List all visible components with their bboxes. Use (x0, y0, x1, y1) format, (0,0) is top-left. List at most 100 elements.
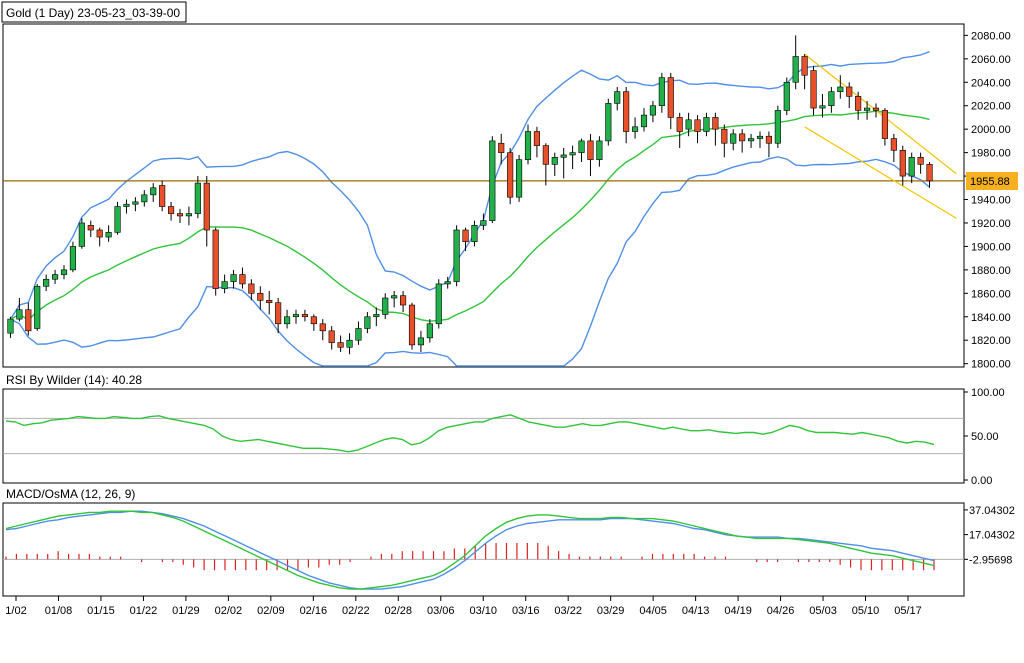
candle-body (712, 117, 719, 130)
candle-body (881, 110, 888, 139)
candle-body (730, 133, 737, 144)
candle-body (141, 194, 148, 203)
candle-body (373, 314, 380, 318)
date-tick-label: 05/10 (852, 605, 880, 617)
candle-body (194, 182, 201, 214)
candle-body (685, 119, 692, 130)
date-tick-label: 02/16 (300, 605, 328, 617)
date-tick-label: 05/03 (809, 605, 837, 617)
candle-body (507, 152, 514, 198)
candle-body (60, 269, 68, 275)
candle-body (739, 133, 746, 142)
date-tick-label: 03/06 (427, 605, 455, 617)
date-tick-label: 02/28 (385, 605, 413, 617)
rsi-panel-title: RSI By Wilder (14): 40.28 (6, 373, 142, 387)
candle-body (551, 157, 558, 165)
candle-body (498, 142, 505, 153)
candle-body (471, 225, 478, 243)
candle-body (855, 96, 862, 111)
candle-body (382, 297, 389, 315)
candle-body (667, 77, 674, 118)
date-tick-label: 04/05 (639, 605, 667, 617)
candle-body (578, 140, 585, 153)
candle-body (890, 138, 897, 151)
candle-body (632, 126, 639, 132)
candle-body (337, 342, 344, 348)
candle-body (453, 229, 460, 282)
candle-body (230, 274, 237, 282)
price-y-tick-label: 1980.00 (971, 148, 1011, 160)
candle-body (658, 77, 665, 107)
candle-body (542, 145, 549, 165)
candle-body (69, 246, 76, 271)
date-tick-label: 04/26 (767, 605, 795, 617)
price-y-tick-label: 1860.00 (971, 288, 1011, 300)
candle-body (25, 309, 32, 332)
candle-body (364, 316, 371, 329)
candle-body (78, 222, 85, 247)
candle-body (266, 300, 273, 303)
candle-body (176, 213, 184, 217)
candle-body (284, 316, 291, 325)
candle-body (801, 56, 808, 76)
candle-body (417, 337, 424, 346)
date-tick-label: 03/29 (597, 605, 625, 617)
rsi-line (5, 414, 935, 453)
current-price-label: 1955.88 (970, 176, 1010, 188)
candle-body (114, 206, 121, 233)
date-axis: 1/02 01/08 01/15 01/22 01/29 02/02 02/09 02/16 0… (5, 596, 922, 617)
title-box (1, 1, 187, 23)
price-y-tick-label: 2080.00 (971, 30, 1011, 42)
date-tick-label: 02/09 (257, 605, 285, 617)
candle-body (926, 164, 933, 182)
rsi-panel: RSI By Wilder (14): 40.28 100.00 50.00 0.0… (2, 373, 1005, 487)
candle-body (221, 281, 228, 289)
price-y-tick-label: 2040.00 (971, 77, 1011, 89)
price-y-tick-label: 2060.00 (971, 54, 1011, 66)
date-tick-label: 03/10 (469, 605, 497, 617)
candle-body (444, 281, 451, 285)
candle-body (917, 157, 924, 165)
candle-body (123, 203, 130, 207)
candle-body (649, 105, 656, 116)
candle-body (703, 117, 710, 132)
candle-body (765, 135, 772, 144)
candle-body (319, 323, 326, 332)
price-panel: Gold (1 Day) 23-05-23_03-39-00 2080.00 20… (1, 1, 1018, 371)
candle-body (168, 206, 175, 214)
candle-body (605, 103, 612, 142)
candle-body (560, 154, 567, 158)
candle-body (846, 86, 853, 97)
date-tick-label: 03/22 (554, 605, 582, 617)
candle-body (899, 149, 906, 177)
macd-panel-title: MACD/OsMA (12, 26, 9) (6, 487, 135, 501)
candle-body (837, 86, 844, 92)
candle-body (391, 295, 398, 299)
candle-body (346, 339, 353, 348)
candle-body (872, 107, 880, 111)
price-y-tick-label: 1880.00 (971, 265, 1011, 277)
macd-signal-line (5, 510, 935, 590)
candle-body (614, 91, 621, 104)
date-tick-label: 03/16 (512, 605, 540, 617)
rsi-y-tick-label: 0.00 (971, 475, 992, 487)
candle-body (908, 157, 915, 177)
candle-body (676, 117, 683, 132)
date-tick-label: 01/15 (87, 605, 115, 617)
candle-body (132, 201, 139, 205)
macd-y-tick-label: 37.04302 (969, 505, 1015, 517)
candle-body (569, 152, 576, 156)
candle-body (150, 187, 157, 196)
candle-body (533, 131, 540, 146)
candle-body (462, 229, 469, 243)
candle-body (623, 91, 630, 132)
candle-body (355, 328, 362, 341)
candle-body (426, 323, 433, 339)
trend-channel-line (804, 126, 957, 219)
date-tick-label: 01/29 (172, 605, 200, 617)
candle-body (587, 140, 594, 160)
candle-body (408, 304, 416, 346)
macd-line (5, 510, 935, 590)
date-tick-label: 1/02 (5, 605, 26, 617)
date-tick-label: 04/13 (682, 605, 710, 617)
